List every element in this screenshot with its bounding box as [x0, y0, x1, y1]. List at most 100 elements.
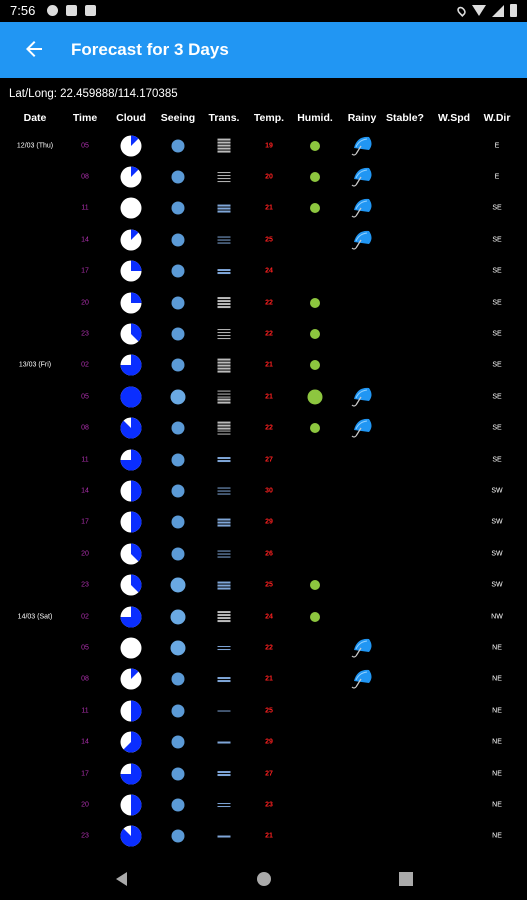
transparency-icon	[217, 549, 231, 558]
temperature-cell: 21	[265, 361, 273, 369]
cloud-cover-icon	[120, 260, 142, 282]
umbrella-icon	[349, 636, 375, 660]
transparency-icon	[217, 709, 231, 712]
seeing-icon	[171, 421, 185, 435]
forecast-row[interactable]: 08 21 NE	[0, 664, 527, 695]
table-header: Date Time Cloud Seeing Trans. Temp. Humid. Rain…	[0, 112, 527, 126]
seeing-icon	[171, 672, 185, 686]
humidity-icon	[310, 297, 320, 308]
seeing-icon	[171, 767, 185, 781]
time-cell: 11	[81, 456, 89, 464]
humidity-icon	[307, 389, 323, 405]
nav-back-icon[interactable]	[116, 872, 127, 886]
temperature-cell: 27	[265, 770, 273, 778]
seeing-icon	[171, 829, 185, 843]
cloud-cover-icon	[120, 700, 142, 722]
cloud-cover-icon	[120, 323, 142, 345]
seeing-icon	[170, 577, 186, 593]
forecast-row[interactable]: 11 25 NE	[0, 695, 527, 726]
header-rainy: Rainy	[347, 112, 377, 124]
location-icon	[455, 4, 468, 17]
forecast-row[interactable]: 20 22 SE	[0, 287, 527, 318]
cloud-cover-icon	[120, 794, 142, 816]
forecast-row[interactable]: 13/03 (Fri) 02 21 SE	[0, 350, 527, 381]
time-cell: 05	[81, 393, 89, 401]
transparency-icon	[217, 677, 231, 683]
status-bar: 7:56	[0, 0, 527, 22]
forecast-row[interactable]: 14 29 NE	[0, 727, 527, 758]
transparency-icon	[217, 611, 231, 623]
transparency-icon	[217, 581, 231, 590]
date-cell: 12/03 (Thu)	[16, 142, 54, 150]
forecast-row[interactable]: 14 30 SW	[0, 475, 527, 506]
status-time: 7:56	[10, 3, 36, 18]
forecast-row[interactable]: 11 27 SE	[0, 444, 527, 475]
humidity-icon	[310, 611, 320, 622]
wind-direction-cell: SE	[492, 361, 502, 369]
forecast-row[interactable]: 23 22 SE	[0, 318, 527, 349]
forecast-row[interactable]: 05 21 SE	[0, 381, 527, 412]
forecast-row[interactable]: 17 27 NE	[0, 758, 527, 789]
forecast-row[interactable]: 17 24 SE	[0, 256, 527, 287]
app-bar: Forecast for 3 Days	[0, 22, 527, 78]
seeing-icon	[171, 170, 185, 184]
forecast-row[interactable]: 11 21 SE	[0, 193, 527, 224]
forecast-row[interactable]: 05 22 NE	[0, 632, 527, 663]
wind-direction-cell: NE	[492, 832, 502, 840]
forecast-row[interactable]: 17 29 SW	[0, 507, 527, 538]
cloud-cover-icon	[120, 668, 142, 690]
transparency-icon	[217, 771, 231, 777]
nav-recents-icon[interactable]	[399, 872, 413, 886]
date-cell: 13/03 (Fri)	[18, 361, 52, 369]
transparency-icon	[217, 645, 231, 651]
date-cell: 14/03 (Sat)	[17, 613, 53, 621]
status-system-icons	[455, 4, 517, 17]
wind-direction-cell: SW	[491, 487, 503, 495]
forecast-row[interactable]: 23 25 SW	[0, 570, 527, 601]
time-cell: 02	[81, 361, 89, 369]
wind-direction-cell: NE	[492, 801, 502, 809]
nav-home-icon[interactable]	[257, 872, 271, 886]
humidity-icon	[310, 423, 320, 434]
cloud-cover-icon	[120, 543, 142, 565]
forecast-row[interactable]: 14 25 SE	[0, 224, 527, 255]
time-cell: 08	[81, 424, 89, 432]
transparency-icon	[217, 389, 231, 404]
battery-icon	[510, 4, 517, 17]
header-time: Time	[72, 112, 98, 124]
humidity-icon	[310, 360, 320, 371]
time-cell: 20	[81, 299, 89, 307]
umbrella-icon	[349, 416, 375, 440]
header-trans: Trans.	[208, 112, 240, 124]
cloud-cover-icon	[120, 637, 142, 659]
time-cell: 05	[81, 644, 89, 652]
seeing-icon	[171, 515, 185, 529]
wind-direction-cell: SE	[492, 393, 502, 401]
cloud-cover-icon	[120, 197, 142, 219]
forecast-row[interactable]: 23 21 NE	[0, 821, 527, 852]
forecast-row[interactable]: 20 26 SW	[0, 538, 527, 569]
seeing-icon	[171, 735, 185, 749]
time-cell: 02	[81, 613, 89, 621]
temperature-cell: 25	[265, 581, 273, 589]
temperature-cell: 21	[265, 832, 273, 840]
transparency-icon	[217, 421, 231, 436]
cloud-cover-icon	[120, 292, 142, 314]
forecast-row[interactable]: 14/03 (Sat) 02 24 NW	[0, 601, 527, 632]
cloud-cover-icon	[120, 229, 142, 251]
umbrella-icon	[349, 385, 375, 409]
forecast-row[interactable]: 20 23 NE	[0, 789, 527, 820]
header-seeing: Seeing	[160, 112, 196, 124]
wind-direction-cell: NE	[492, 675, 502, 683]
forecast-row[interactable]: 12/03 (Thu) 05 19 E	[0, 130, 527, 161]
forecast-row[interactable]: 08 20 E	[0, 161, 527, 192]
transparency-icon	[217, 268, 231, 274]
cloud-cover-icon	[120, 166, 142, 188]
signal-icon	[492, 4, 504, 17]
seeing-icon	[170, 389, 186, 405]
transparency-icon	[217, 171, 231, 183]
humidity-icon	[310, 329, 320, 340]
forecast-row[interactable]: 08 22 SE	[0, 413, 527, 444]
temperature-cell: 25	[265, 236, 273, 244]
back-arrow-icon[interactable]	[22, 37, 46, 61]
